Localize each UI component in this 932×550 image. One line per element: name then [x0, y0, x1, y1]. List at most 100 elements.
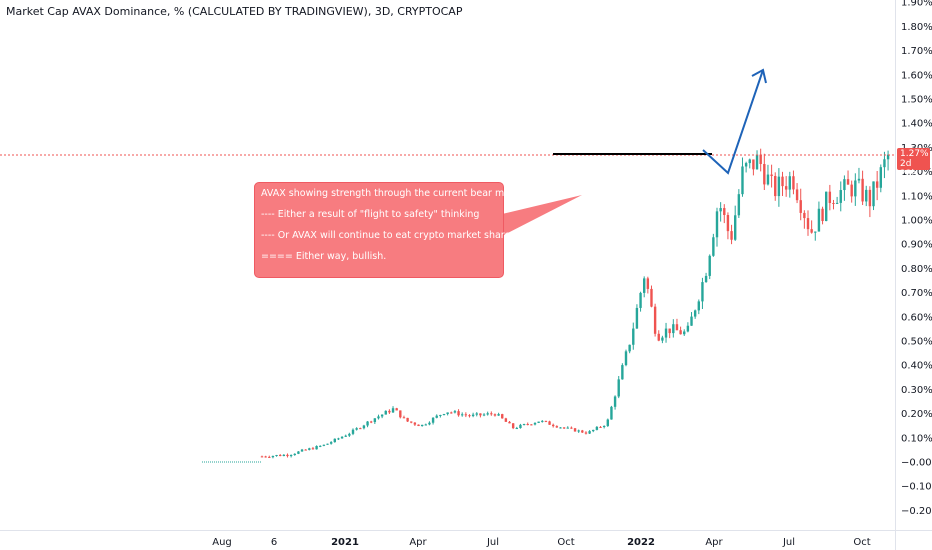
candle-body — [686, 325, 690, 332]
y-tick-label: 0.20% — [901, 409, 932, 420]
candle-body — [832, 203, 835, 205]
candle-body — [355, 428, 358, 430]
candle-body — [857, 178, 861, 181]
y-tick-label: 0.30% — [901, 385, 932, 396]
candle-body — [493, 414, 497, 416]
candle-body — [639, 292, 642, 308]
candle-body — [770, 174, 773, 177]
annotation-line-4: ==== Either way, bullish. — [261, 251, 387, 262]
y-tick-label: 0.50% — [901, 337, 932, 348]
candle-body — [559, 427, 562, 429]
candle-body — [865, 189, 868, 202]
x-tick-label: 2022 — [627, 537, 655, 548]
candle-body — [384, 410, 387, 415]
candle-body — [530, 424, 533, 426]
candle-body — [486, 413, 489, 415]
candle-body — [744, 163, 748, 167]
candle-body — [613, 396, 617, 407]
candle-body — [311, 448, 315, 450]
candle-body — [573, 428, 577, 432]
candle-body — [420, 424, 424, 427]
candle-body — [435, 415, 438, 418]
candle-body — [424, 424, 427, 426]
projection-arrow — [702, 69, 764, 175]
candle-body — [326, 443, 329, 445]
candle-body — [522, 424, 526, 426]
candle-body — [308, 448, 311, 450]
candle-body — [679, 330, 682, 335]
candle-body — [468, 415, 471, 417]
candle-body — [319, 445, 322, 447]
candle-body — [784, 186, 788, 190]
candle-body — [839, 190, 842, 203]
candle-body — [803, 212, 806, 219]
candle-body — [410, 421, 413, 423]
candle-body — [810, 229, 813, 233]
candle-body — [566, 427, 569, 429]
candle-body — [399, 410, 402, 418]
candle-body — [726, 214, 730, 232]
projection-arrowhead — [751, 68, 767, 84]
candle-body — [344, 435, 347, 437]
candle-body — [741, 166, 744, 195]
candle-body — [388, 410, 391, 413]
y-tick-label: −0.20% — [901, 506, 932, 517]
candle-body — [366, 421, 369, 426]
candle-body — [537, 421, 540, 423]
chart-title: Market Cap AVAX Dominance, % (CALCULATED… — [6, 5, 463, 18]
candle-body — [293, 453, 296, 456]
candle-body — [606, 419, 609, 426]
annotation-callout: AVAX showing strength through the curren… — [254, 182, 529, 278]
candle-body — [595, 426, 599, 430]
candle-body — [482, 414, 486, 416]
x-axis-ticks: Aug 6 2021 Apr Jul Oct 2022 Apr Jul Oct — [212, 537, 870, 548]
candle-body — [879, 167, 882, 188]
candle-body — [275, 455, 278, 457]
candle-body — [628, 344, 631, 352]
annotation-line-2: ---- Either a result of "flight to safet… — [261, 209, 480, 220]
candle-body — [846, 179, 850, 185]
candle-body — [402, 417, 406, 419]
candle-body — [329, 442, 333, 444]
candle-body — [719, 208, 722, 212]
candle-body — [886, 154, 890, 160]
candle-body — [868, 189, 872, 207]
candle-body — [650, 288, 653, 307]
candle-body — [417, 424, 420, 427]
candle-body — [333, 438, 336, 443]
y-axis-ticks: 1.90%1.80%1.70%1.60%1.50%1.40%1.30%1.20%… — [901, 0, 932, 517]
annotation-line-1: AVAX showing strength through the curren… — [261, 188, 529, 199]
candles — [260, 148, 890, 459]
y-tick-label: 0.60% — [901, 312, 932, 323]
annotation-line-3: ---- Or AVAX will continue to eat crypto… — [261, 230, 511, 241]
candle-body — [730, 231, 733, 240]
candle-body — [395, 408, 398, 411]
candle-body — [752, 159, 755, 170]
candle-body — [406, 417, 409, 422]
candle-body — [533, 422, 537, 425]
candle-body — [755, 154, 759, 170]
candle-body — [555, 426, 559, 428]
x-tick-label: Jul — [782, 537, 795, 548]
candle-body — [515, 428, 518, 430]
candle-body — [450, 412, 453, 414]
candle-body — [835, 202, 839, 204]
candle-body — [413, 422, 417, 425]
candle-body — [519, 424, 522, 429]
candle-body — [439, 414, 442, 416]
y-tick-label: 1.90% — [901, 0, 932, 9]
y-tick-label: −0.10% — [901, 482, 932, 493]
candle-body — [508, 421, 511, 424]
x-tick-label: 2021 — [331, 537, 359, 548]
candle-body — [792, 176, 795, 190]
x-tick-label: Aug — [212, 537, 232, 548]
candle-body — [268, 456, 271, 458]
candle-body — [675, 324, 679, 331]
candle-body — [541, 420, 544, 422]
y-tick-label: 1.60% — [901, 70, 932, 81]
candle-body — [602, 425, 606, 428]
candle-body — [428, 422, 431, 425]
candle-body — [322, 444, 326, 446]
candle-body — [854, 180, 857, 197]
